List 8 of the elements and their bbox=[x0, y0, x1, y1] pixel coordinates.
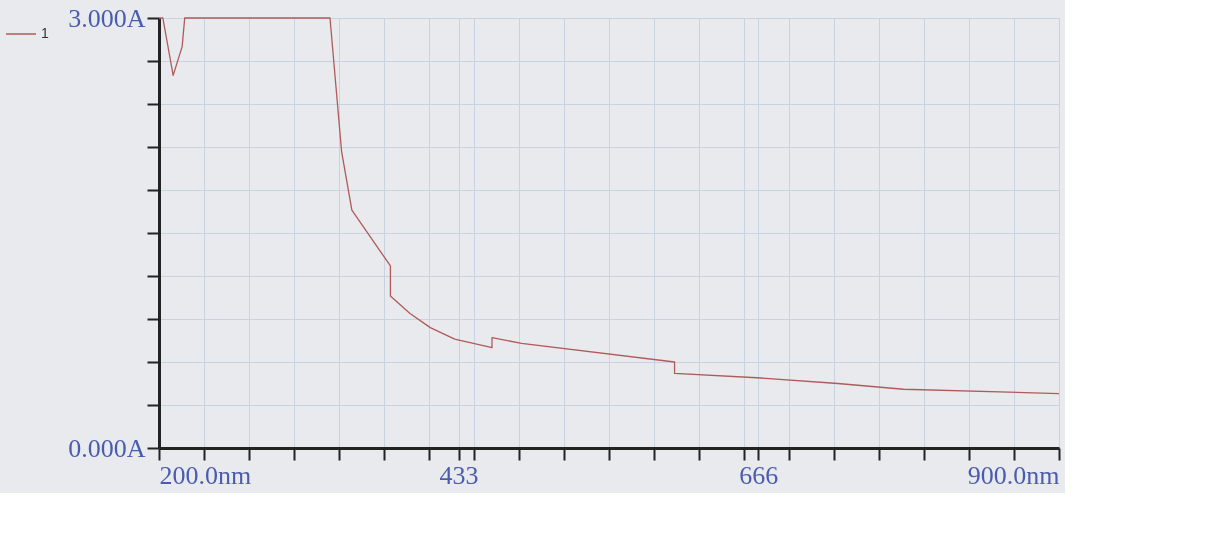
y-tick-label: 0.000A bbox=[68, 433, 146, 463]
x-tick-label: 666 bbox=[739, 460, 779, 490]
legend-label: 1 bbox=[41, 25, 49, 41]
x-tick-label: 900.0nm bbox=[967, 460, 1060, 490]
x-tick-label: 433 bbox=[439, 460, 479, 490]
x-tick-label: 200.0nm bbox=[159, 460, 252, 490]
y-tick-label: 3.000A bbox=[68, 3, 146, 33]
line-series bbox=[158, 17, 1060, 395]
